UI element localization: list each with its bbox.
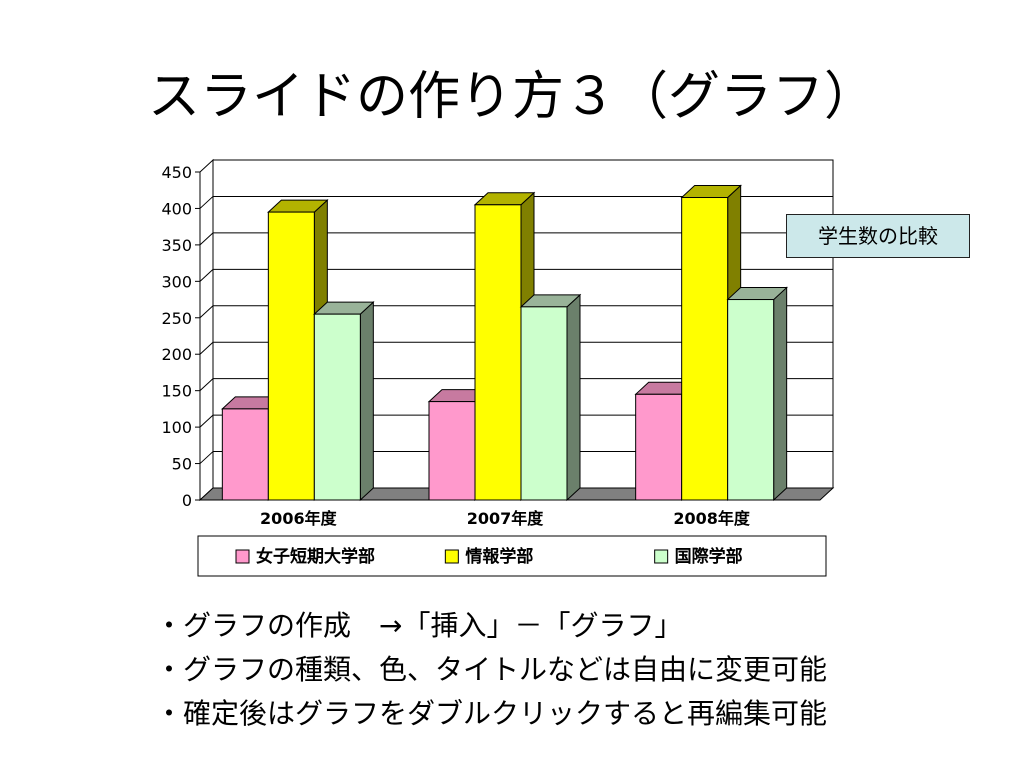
y-tick-label: 200 xyxy=(161,345,192,364)
chart-note: 学生数の比較 xyxy=(786,214,970,258)
gridline xyxy=(199,232,214,246)
gridline xyxy=(199,196,214,209)
legend-label: 国際学部 xyxy=(675,546,743,567)
x-tick-label: 2008年度 xyxy=(673,509,751,528)
y-tick-label: 100 xyxy=(161,418,192,437)
y-tick-label: 300 xyxy=(161,272,192,291)
gridline xyxy=(199,378,214,392)
bars xyxy=(221,184,788,502)
bar xyxy=(519,293,582,502)
bar xyxy=(313,300,375,502)
legend-swatch xyxy=(654,549,669,564)
y-tick-label: 450 xyxy=(161,163,192,182)
gridline xyxy=(199,451,214,464)
y-tick-label: 0 xyxy=(182,491,192,510)
gridline xyxy=(199,268,214,282)
bullet-item: ・グラフの種類、色、タイトルなどは自由に変更可能 xyxy=(155,653,828,686)
gridline xyxy=(199,305,214,319)
bar-chart[interactable]: 0 50 100 150 200 250 300 350 400 450 2006年度 2007年度 2… xyxy=(150,150,850,590)
labels: 0 50 100 150 200 250 300 350 400 450 2006年度 2007年度 2… xyxy=(161,163,750,528)
legend-label: 情報学部 xyxy=(465,546,533,567)
y-tick-label: 350 xyxy=(161,236,192,255)
chart-side-wall xyxy=(199,158,214,502)
gridline xyxy=(199,341,214,355)
x-tick-label: 2007年度 xyxy=(467,509,545,528)
legend-box xyxy=(197,535,827,577)
legend: 女子短期大学部 情報学部 国際学部 xyxy=(197,535,827,577)
y-tick-label: 400 xyxy=(161,199,192,218)
legend-swatch xyxy=(444,549,459,564)
slide-title: スライドの作り方３（グラフ） xyxy=(147,67,876,127)
legend-label: 女子短期大学部 xyxy=(256,546,375,567)
y-tick-label: 250 xyxy=(161,309,192,328)
bar xyxy=(726,286,788,502)
bullet-item: ・グラフの作成 →「挿入」－「グラフ」 xyxy=(155,609,683,642)
bullet-item: ・確定後はグラフをダブルクリックすると再編集可能 xyxy=(155,697,828,730)
gridline xyxy=(199,414,214,428)
bar xyxy=(473,191,536,502)
bullet-list: ・グラフの作成 →「挿入」－「グラフ」 ・グラフの種類、色、タイトルなどは自由に… xyxy=(155,604,827,736)
y-tick-label: 50 xyxy=(172,455,192,474)
y-tick-label: 150 xyxy=(161,382,192,401)
x-tick-label: 2006年度 xyxy=(260,509,338,528)
legend-swatch xyxy=(235,549,250,564)
